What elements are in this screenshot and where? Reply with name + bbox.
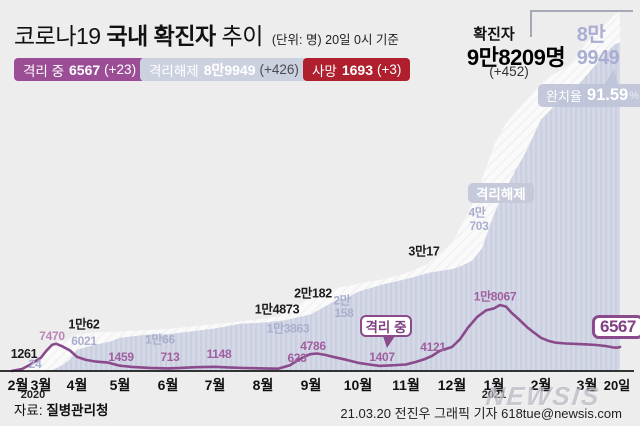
chart-value-label: 1148 (206, 347, 232, 361)
chart-value-label: 1만66 (145, 332, 175, 347)
chart-value-label: 2만 (333, 293, 351, 308)
page-title: 코로나19 국내 확진자 추이 (단위: 명) 20일 0시 기준 (14, 17, 399, 51)
chart-value-label: 623 (287, 351, 307, 365)
active-cases-line (10, 303, 622, 373)
chart-value-label: 1261 (10, 347, 38, 361)
chart-value-label: 4121 (420, 340, 446, 354)
badge-deaths-total: 사망 1693 (+3) (303, 58, 411, 81)
active-series-badge-pointer (383, 336, 395, 348)
confirmed-delta: (+452) (489, 64, 529, 79)
chart-value-label: 1407 (369, 350, 395, 364)
confirmed-label: 확진자 (473, 26, 515, 43)
chart-value-label: 7470 (39, 329, 65, 343)
badge-active-total: 격리 중 6567 (+23) (14, 58, 146, 81)
x-axis-tick: 20일 (603, 378, 631, 393)
released-series-badge: 격리해제 (468, 183, 534, 203)
chart-value-label: 3만17 (408, 244, 440, 259)
badge-released-total: 격리해제 8만9949 (+426) (140, 58, 308, 81)
chart-value-label: 6021 (71, 334, 97, 348)
chart-value-label: 1만3863 (266, 321, 310, 336)
x-axis-year-label: 2020 (20, 389, 46, 401)
x-axis-tick: 11월 (392, 377, 420, 393)
chart-value-label: 713 (160, 350, 180, 364)
title-text: 코로나19 국내 확진자 추이 (14, 23, 263, 49)
source-note: 자료: 질병관리청 (14, 403, 109, 418)
chart-value-label: 1459 (108, 350, 134, 364)
x-axis-tick: 8월 (252, 377, 274, 393)
x-axis-tick: 10월 (343, 377, 373, 393)
x-axis-tick: 3월 (30, 377, 52, 393)
chart-value-label: 703 (469, 219, 489, 233)
x-axis-tick: 1월 (483, 377, 505, 393)
cure-rate-badge: 완치율 91.59 % (538, 84, 640, 107)
x-axis-tick: 9월 (300, 377, 322, 393)
x-axis-tick: 3월 (576, 377, 598, 393)
confirmed-bracket-line (530, 10, 633, 37)
active-endpoint-value: 6567 (592, 315, 640, 339)
x-axis-tick: 2월 (530, 377, 552, 393)
chart-value-label: 24 (28, 357, 42, 371)
released-area (12, 42, 620, 371)
chart-value-label: 1만8067 (473, 289, 517, 304)
x-axis-tick: 12월 (437, 377, 467, 393)
x-axis-tick: 5월 (109, 377, 131, 393)
x-axis-tick: 7월 (204, 377, 226, 393)
chart-value-label: 1만4873 (254, 302, 300, 317)
released-total-value: 8만9949 (576, 24, 620, 69)
chart-value-label: 158 (334, 306, 354, 320)
unit-note: (단위: 명) 20일 0시 기준 (271, 33, 399, 47)
confirmed-total: 9만8209명 (466, 45, 566, 70)
active-series-badge: 격리 중 (360, 315, 412, 337)
chart-value-label: 1만62 (68, 317, 100, 332)
chart-value-label: 4786 (300, 339, 326, 353)
x-axis-tick: 2월 (7, 377, 29, 393)
cure-rate-pointer (604, 69, 618, 85)
chart-value-label: 2만182 (294, 286, 332, 301)
x-axis-year-label: 2021 (481, 389, 507, 401)
x-axis-tick: 4월 (66, 377, 88, 393)
x-axis-tick: 6월 (157, 377, 179, 393)
chart-value-label: 4만 (468, 205, 486, 220)
credit-line: 21.03.20 전진우 그래픽 기자 618tue@newsis.com (340, 406, 622, 421)
